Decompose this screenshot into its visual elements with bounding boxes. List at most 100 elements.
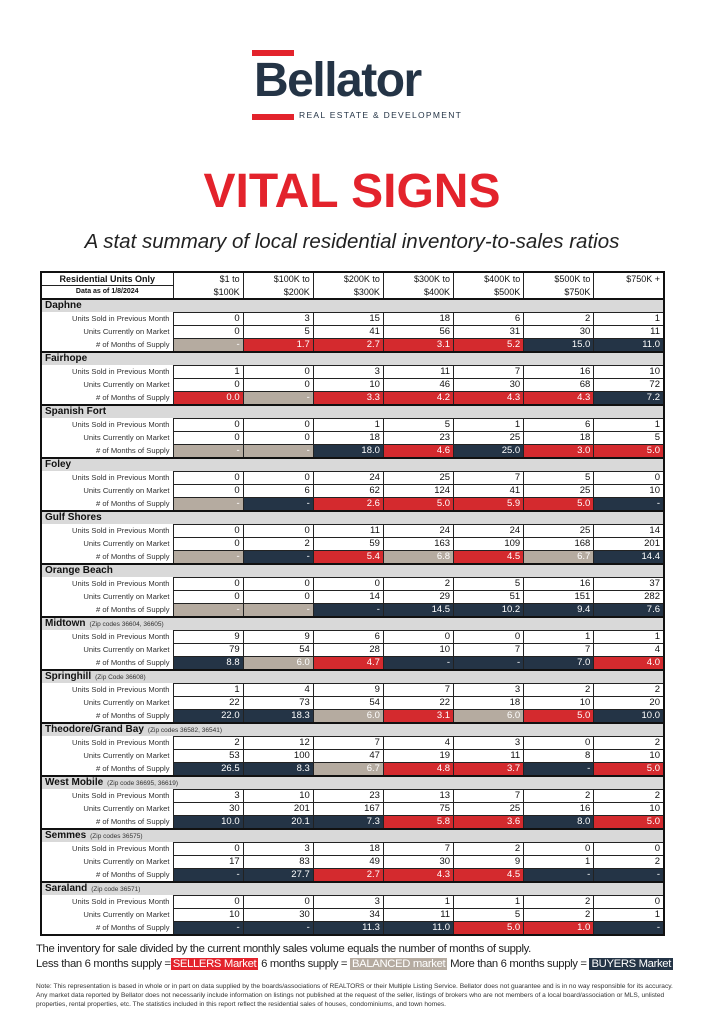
data-cell: 22 [382, 696, 454, 710]
data-cell: 18 [523, 431, 594, 445]
data-cell: - [242, 444, 314, 458]
page-title: VITAL SIGNS [203, 165, 501, 218]
data-cell: 168 [523, 537, 594, 551]
data-cell: 0 [242, 365, 314, 379]
row-label: # of Months of Supply [96, 498, 170, 508]
units-on-market-row: Units Currently on Market 79 54 28 10 7 7 4 [41, 643, 664, 657]
months-supply-row: # of Months of Supply 10.0 20.1 7.3 5.8 3.6 8.… [41, 815, 664, 829]
data-cell: 24 [382, 524, 454, 538]
data-cell: 18.0 [312, 444, 384, 458]
date-label: Data as of 1/8/2024 [40, 285, 173, 299]
data-cell: 0 [593, 471, 664, 485]
row-label: Units Currently on Market [83, 645, 170, 654]
data-cell: 3 [242, 312, 314, 326]
section-zip-codes: (Zip codes 36604, 36605) [89, 621, 164, 628]
months-supply-row: # of Months of Supply -1.7 2.7 3.1 5.2 15.0 11… [41, 338, 664, 352]
units-sold-row: Units Sold in Previous Month 0 0 3 1 1 2 0 [41, 895, 664, 909]
units-on-market-row: Units Currently on Market 22 73 54 22 18 10 20 [41, 696, 664, 710]
units-sold-row: Units Sold in Previous Month 0 3 18 7 2 0 0 [41, 842, 664, 856]
buyers-market-tag: BUYERS Market [589, 958, 674, 970]
section-name-cell: Midtown (Zip codes 36604, 36605) [41, 616, 664, 631]
data-cell: - [172, 444, 244, 458]
units-sold-row: Units Sold in Previous Month 0 3 15 18 6 2 1 [41, 312, 664, 326]
data-cell: 49 [312, 855, 384, 869]
section-name: Semmes [45, 830, 87, 841]
months-supply-row: # of Months of Supply 8.8 6.0 4.7- -7.0 4.0 [41, 656, 664, 670]
data-cell: - [172, 497, 244, 511]
data-cell: 17 [172, 855, 244, 869]
data-cell: 0 [523, 736, 594, 750]
data-cell: 3 [453, 736, 524, 750]
data-cell: 1 [593, 312, 664, 326]
section-header: Foley [41, 457, 664, 472]
data-cell: 5 [453, 908, 524, 922]
units-on-market-row: Units Currently on Market 0 6 62 124 41 25 10 [41, 484, 664, 498]
data-cell: 5 [242, 325, 314, 339]
units-sold-row: Units Sold in Previous Month 1 4 9 7 3 2 2 [41, 683, 664, 697]
data-cell: 1.7 [242, 338, 314, 352]
row-label: Units Sold in Previous Month [72, 579, 170, 588]
section-name-cell: Fairhope [41, 351, 664, 366]
data-cell: 201 [593, 537, 664, 551]
data-cell: 4.2 [382, 391, 454, 405]
section-name: Springhill [45, 671, 92, 682]
data-cell: 54 [312, 696, 384, 710]
row-label: Units Currently on Market [83, 327, 170, 336]
data-cell: 1 [312, 418, 384, 432]
data-cell: 25 [453, 802, 524, 816]
column-header-line2 [593, 285, 664, 299]
row-label: Units Currently on Market [83, 751, 170, 760]
logo-bar-bottom [252, 114, 294, 120]
data-cell: 8.0 [523, 815, 594, 829]
data-cell: 20.1 [242, 815, 314, 829]
data-cell: 27.7 [242, 868, 314, 882]
row-label: # of Months of Supply [96, 604, 170, 614]
data-cell: 10.2 [453, 603, 524, 617]
data-cell: 9.4 [523, 603, 594, 617]
data-cell: 5.0 [593, 444, 664, 458]
data-cell: 0 [312, 577, 384, 591]
data-cell: 62 [312, 484, 384, 498]
row-label: Units Sold in Previous Month [72, 632, 170, 641]
months-supply-row: # of Months of Supply - -5.4 6.8 4.5 6.7 14.4 [41, 550, 664, 564]
units-sold-row: Units Sold in Previous Month 0 0 24 25 7 5 0 [41, 471, 664, 485]
row-label: # of Months of Supply [96, 445, 170, 455]
section-name: Daphne [45, 300, 82, 311]
data-cell: 73 [242, 696, 314, 710]
section-header: Semmes (Zip codes 36575) [41, 828, 664, 843]
data-cell: 10.0 [172, 815, 244, 829]
bellator-logo: Bellator REAL ESTATE & DEVELOPMENT [252, 50, 461, 122]
data-cell: 7 [453, 643, 524, 657]
data-cell: 14 [593, 524, 664, 538]
section-name: West Mobile [45, 777, 104, 788]
data-cell: 4.3 [523, 391, 594, 405]
data-cell: 5 [453, 577, 524, 591]
row-label: Units Sold in Previous Month [72, 526, 170, 535]
data-cell: 25 [382, 471, 454, 485]
data-cell: 14.4 [593, 550, 664, 564]
data-cell: 7.6 [593, 603, 664, 617]
data-cell: 75 [382, 802, 454, 816]
data-cell: 30 [172, 802, 244, 816]
data-cell: 68 [523, 378, 594, 392]
header-row-2: Data as of 1/8/2024 $100K $200K $300K $400K $… [40, 285, 664, 299]
logo-wordmark: Bellator [254, 54, 422, 107]
data-cell: 25 [523, 484, 594, 498]
data-cell: 1 [172, 365, 244, 379]
section-name-cell: Gulf Shores [41, 510, 664, 525]
header-label: Residential Units Only [40, 272, 173, 286]
data-cell: 1 [382, 895, 454, 909]
data-cell: - [593, 868, 664, 882]
data-cell: 18 [382, 312, 454, 326]
data-cell: 5.0 [382, 497, 454, 511]
months-supply-row: # of Months of Supply 26.5 8.3 6.7 4.8 3.7-5.… [41, 762, 664, 776]
data-cell: 30 [523, 325, 594, 339]
months-supply-row: # of Months of Supply -27.7 2.7 4.3 4.5- - [41, 868, 664, 882]
months-supply-row: # of Months of Supply - -18.0 4.6 25.0 3.0 5.0 [41, 444, 664, 458]
data-cell: 4.5 [453, 868, 524, 882]
units-sold-row: Units Sold in Previous Month 0 0 1 5 1 6 1 [41, 418, 664, 432]
data-cell: 10 [382, 643, 454, 657]
data-cell: 151 [523, 590, 594, 604]
sellers-market-tag: SELLERS Market [170, 958, 259, 970]
data-cell: 19 [382, 749, 454, 763]
